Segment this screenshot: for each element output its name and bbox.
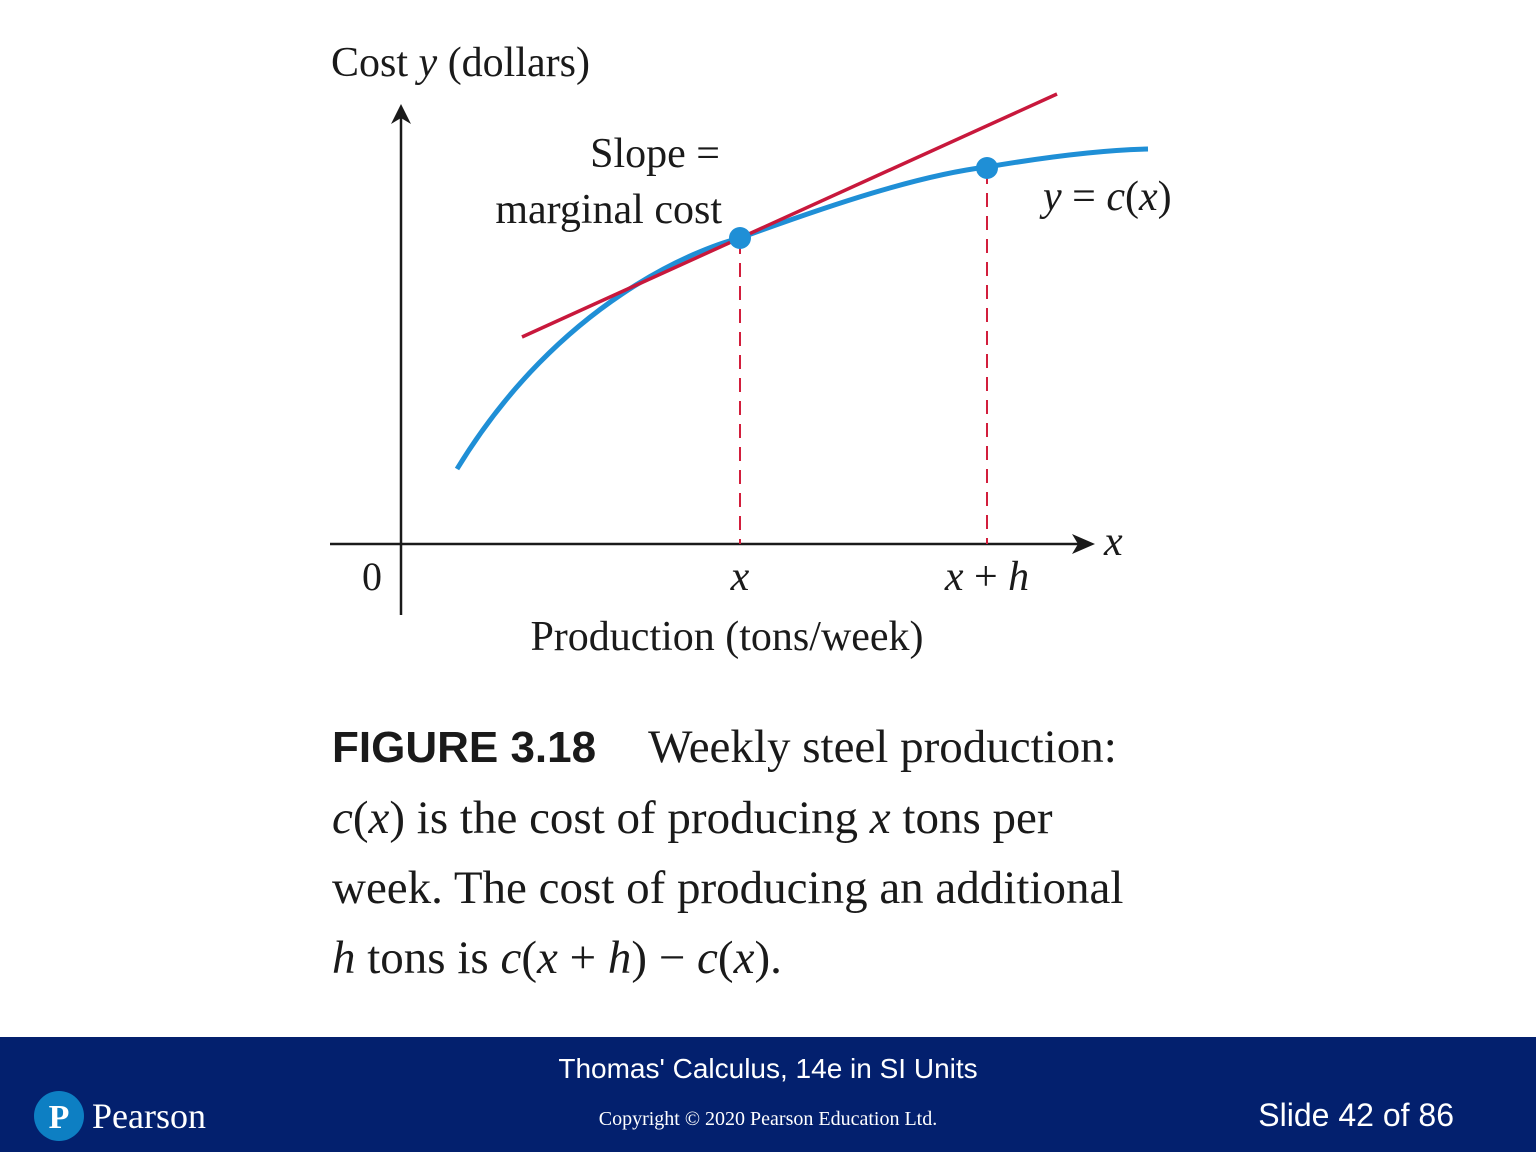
caption-line-1: FIGURE 3.18 Weekly steel production: — [332, 721, 1117, 773]
point-at-x-plus-h — [976, 157, 998, 179]
pearson-logo: P Pearson — [34, 1089, 206, 1143]
brand-name: Pearson — [92, 1096, 206, 1136]
slide-number: Slide 42 of 86 — [1258, 1097, 1454, 1133]
cost-curve — [454, 146, 1149, 471]
book-title: Thomas' Calculus, 14e in SI Units — [558, 1053, 978, 1084]
figure-caption: FIGURE 3.18 Weekly steel production: c(x)… — [332, 712, 1232, 993]
x-axis-label: Production (tons/week) — [530, 614, 923, 660]
tangent-line — [521, 92, 1058, 339]
point-at-x — [729, 227, 751, 249]
x-axis-arrow — [1072, 534, 1095, 554]
caption-line-3: week. The cost of producing an additiona… — [332, 862, 1124, 914]
copyright-notice: Copyright © 2020 Pearson Education Ltd. — [598, 1108, 938, 1130]
slope-label-line2: marginal cost — [495, 187, 722, 233]
caption-line-2: c(x) is the cost of producing x tons per — [332, 792, 1053, 844]
slope-label-line1: Slope = — [590, 131, 720, 177]
pearson-p-icon: P — [34, 1091, 84, 1141]
caption-line-4: h tons is c(x + h) − c(x). — [332, 932, 782, 984]
x-axis-variable: x — [1103, 519, 1123, 565]
tick-label-x: x — [730, 554, 750, 600]
slide-footer: Thomas' Calculus, 14e in SI Units Copyri… — [0, 1037, 1536, 1152]
figure-label: FIGURE 3.18 — [332, 723, 597, 772]
origin-label: 0 — [362, 554, 382, 599]
y-axis-label: Cost y (dollars) — [331, 40, 590, 86]
svg-text:P: P — [49, 1099, 70, 1136]
tick-label-x-plus-h: x + h — [944, 554, 1029, 600]
curve-label: y = c(x) — [1039, 174, 1172, 220]
y-axis-arrow — [391, 104, 411, 124]
slide: Cost y (dollars) Slope = marginal cost y… — [330, 40, 1232, 993]
marginal-cost-diagram: Cost y (dollars) Slope = marginal cost y… — [330, 40, 1172, 660]
